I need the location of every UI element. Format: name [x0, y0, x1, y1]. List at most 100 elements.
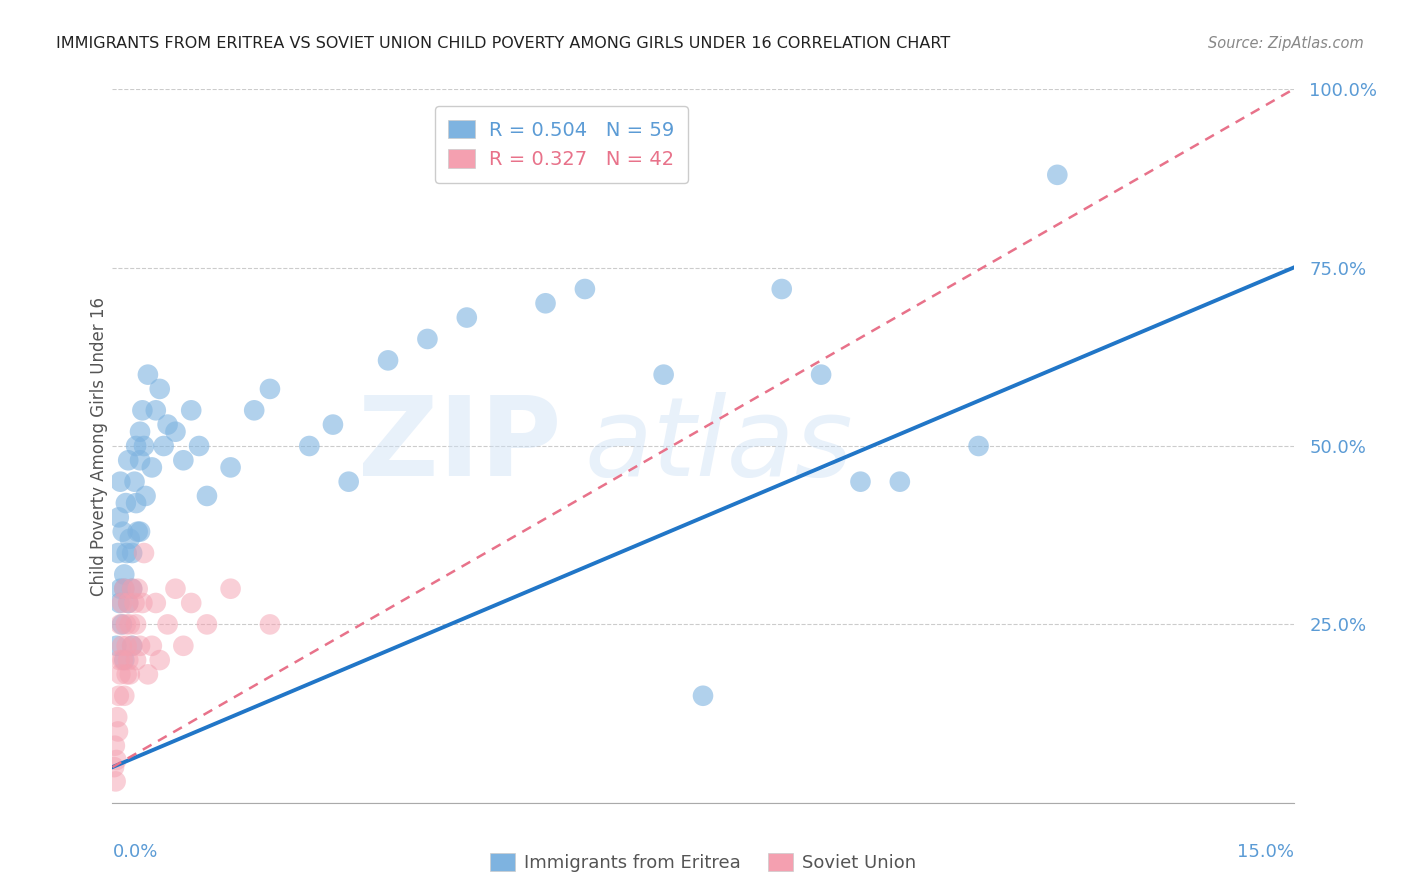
Point [125, 439, 148, 453]
Text: ZIP: ZIP [359, 392, 561, 500]
Point [692, 689, 714, 703]
Point [322, 417, 344, 432]
Point [180, 596, 202, 610]
Point [456, 310, 478, 325]
Point [132, 546, 155, 560]
Point [145, 596, 167, 610]
Point [136, 368, 159, 382]
Point [298, 439, 321, 453]
Point [141, 460, 163, 475]
Point [111, 639, 134, 653]
Point [1046, 168, 1069, 182]
Point [967, 439, 990, 453]
Point [112, 689, 135, 703]
Point [117, 596, 139, 610]
Point [416, 332, 439, 346]
Point [165, 582, 187, 596]
Point [156, 617, 179, 632]
Point [110, 667, 132, 681]
Point [107, 724, 129, 739]
Point [129, 425, 152, 439]
Point [121, 639, 143, 653]
Point [131, 596, 153, 610]
Point [117, 453, 139, 467]
Point [219, 582, 242, 596]
Point [810, 368, 832, 382]
Point [118, 667, 141, 681]
Point [129, 639, 152, 653]
Point [195, 617, 218, 632]
Text: IMMIGRANTS FROM ERITREA VS SOVIET UNION CHILD POVERTY AMONG GIRLS UNDER 16 CORRE: IMMIGRANTS FROM ERITREA VS SOVIET UNION … [56, 36, 950, 51]
Point [135, 489, 157, 503]
Point [112, 567, 135, 582]
Point [125, 496, 148, 510]
Point [112, 582, 135, 596]
Point [121, 639, 143, 653]
Point [121, 546, 143, 560]
Point [105, 710, 128, 724]
Point [172, 639, 194, 653]
Point [180, 403, 202, 417]
Point [652, 368, 675, 382]
Point [117, 596, 139, 610]
Point [156, 417, 179, 432]
Point [337, 475, 360, 489]
Point [165, 425, 187, 439]
Point [110, 475, 132, 489]
Point [104, 739, 127, 753]
Point [107, 546, 129, 560]
Point [131, 403, 153, 417]
Point [111, 524, 134, 539]
Point [110, 617, 132, 632]
Y-axis label: Child Poverty Among Girls Under 16: Child Poverty Among Girls Under 16 [90, 296, 108, 596]
Text: 15.0%: 15.0% [1236, 843, 1294, 861]
Point [145, 403, 167, 417]
Point [115, 617, 138, 632]
Point [219, 460, 242, 475]
Point [188, 439, 211, 453]
Point [107, 510, 129, 524]
Point [770, 282, 793, 296]
Point [108, 596, 131, 610]
Point [117, 653, 139, 667]
Point [849, 475, 872, 489]
Point [103, 760, 125, 774]
Point [115, 639, 138, 653]
Point [108, 653, 131, 667]
Point [259, 617, 281, 632]
Point [124, 596, 146, 610]
Point [129, 453, 152, 467]
Point [110, 582, 132, 596]
Point [152, 439, 174, 453]
Point [118, 617, 141, 632]
Point [127, 524, 149, 539]
Point [105, 639, 128, 653]
Point [243, 403, 266, 417]
Point [105, 753, 128, 767]
Point [259, 382, 281, 396]
Text: 0.0%: 0.0% [112, 843, 157, 861]
Point [132, 439, 155, 453]
Point [195, 489, 218, 503]
Point [534, 296, 557, 310]
Text: atlas: atlas [585, 392, 853, 500]
Point [149, 382, 172, 396]
Point [574, 282, 596, 296]
Point [377, 353, 399, 368]
Point [121, 582, 143, 596]
Point [172, 453, 194, 467]
Point [115, 496, 138, 510]
Point [127, 582, 149, 596]
Point [129, 524, 152, 539]
Point [104, 774, 127, 789]
Point [125, 653, 148, 667]
Point [111, 653, 134, 667]
Point [118, 532, 141, 546]
Point [141, 639, 163, 653]
Point [115, 667, 138, 681]
Point [121, 582, 143, 596]
Point [115, 546, 138, 560]
Text: Source: ZipAtlas.com: Source: ZipAtlas.com [1208, 36, 1364, 51]
Point [111, 617, 134, 632]
Point [112, 653, 135, 667]
